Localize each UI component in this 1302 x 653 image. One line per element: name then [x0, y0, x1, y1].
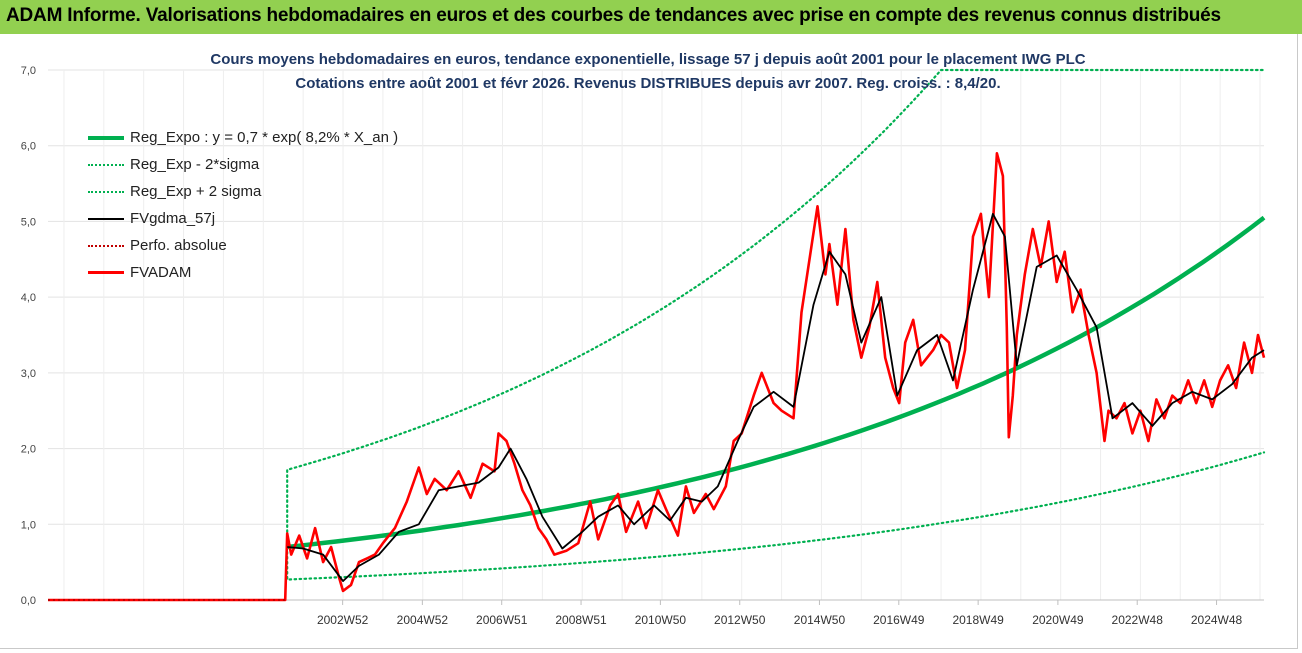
- legend-item-reg-exp-plus: Reg_Exp + 2 sigma: [88, 178, 398, 205]
- x-tick-label: 2010W50: [635, 613, 687, 627]
- chart-frame: 0,0 1,0 2,0 3,0 4,0 5,0 6,0 7,0 2002W52 2004W52 20…: [0, 34, 1298, 649]
- x-tick-label: 2002W52: [317, 613, 369, 627]
- x-tick-label: 2012W50: [714, 613, 766, 627]
- legend-label: Reg_Expo : y = 0,7 * exp( 8,2% * X_an ): [130, 129, 399, 146]
- legend-swatch-reg-expo: [88, 135, 124, 140]
- chart-title-line2: Cotations entre août 2001 et févr 2026. …: [295, 75, 1001, 92]
- legend-item-fvadam: FVADAM: [88, 259, 398, 286]
- legend-swatch-reg-exp-minus: [88, 163, 124, 166]
- legend-label: Perfo. absolue: [130, 237, 227, 254]
- series-reg-exp-minus-2-sigma: [286, 451, 1266, 581]
- series-layer: [48, 68, 1266, 602]
- x-tick-label: 2008W51: [555, 613, 607, 627]
- y-tick-label: 3,0: [21, 368, 36, 380]
- chart-legend: Reg_Expo : y = 0,7 * exp( 8,2% * X_an ) …: [88, 124, 398, 286]
- y-tick-label: 4,0: [21, 292, 36, 304]
- x-tick-label: 2018W49: [952, 613, 1004, 627]
- legend-swatch-fvgdma: [88, 217, 124, 220]
- y-tick-label: 5,0: [21, 216, 36, 228]
- axis-layer: 0,0 1,0 2,0 3,0 4,0 5,0 6,0 7,0 2002W52 2004W52 20…: [21, 65, 1264, 627]
- series-fvgdma-57j: [287, 212, 1265, 582]
- y-tick-label: 1,0: [21, 519, 36, 531]
- x-tick-label: 2014W50: [794, 613, 846, 627]
- legend-label: Reg_Exp + 2 sigma: [130, 183, 262, 200]
- legend-swatch-reg-exp-plus: [88, 190, 124, 193]
- series-reg-expo: [286, 215, 1266, 550]
- legend-swatch-fvadam: [88, 271, 124, 274]
- legend-item-reg-expo: Reg_Expo : y = 0,7 * exp( 8,2% * X_an ): [88, 124, 398, 151]
- x-tick-label: 2022W48: [1112, 613, 1164, 627]
- series-reg-exp-plus-2-sigma: [286, 68, 1266, 533]
- chart-svg: 0,0 1,0 2,0 3,0 4,0 5,0 6,0 7,0 2002W52 2004W52 20…: [21, 65, 1266, 627]
- legend-item-reg-exp-minus: Reg_Exp - 2*sigma: [88, 151, 398, 178]
- y-tick-label: 6,0: [21, 141, 36, 153]
- page-title: ADAM Informe. Valorisations hebdomadaire…: [6, 5, 1221, 26]
- legend-swatch-perfo: [88, 244, 124, 247]
- legend-label: FVgdma_57j: [130, 210, 216, 227]
- legend-item-fvgdma: FVgdma_57j: [88, 205, 398, 232]
- chart-title-line1: Cours moyens hebdomadaires en euros, ten…: [210, 51, 1086, 68]
- x-tick-label: 2004W52: [397, 613, 449, 627]
- x-tick-label: 2006W51: [476, 613, 528, 627]
- x-tick-label: 2024W48: [1191, 613, 1243, 627]
- header-bar: ADAM Informe. Valorisations hebdomadaire…: [0, 0, 1302, 34]
- y-tick-label: 7,0: [21, 65, 36, 77]
- series-fvadam: [48, 152, 1266, 602]
- x-tick-label: 2016W49: [873, 613, 925, 627]
- y-tick-label: 2,0: [21, 444, 36, 456]
- y-tick-label: 0,0: [21, 595, 36, 607]
- legend-label: FVADAM: [130, 264, 192, 281]
- legend-item-perfo: Perfo. absolue: [88, 232, 398, 259]
- legend-label: Reg_Exp - 2*sigma: [130, 156, 260, 173]
- x-tick-label: 2020W49: [1032, 613, 1084, 627]
